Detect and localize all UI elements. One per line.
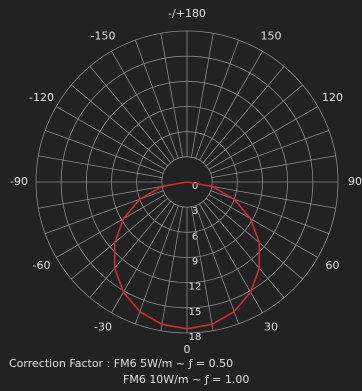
minor-spoke: [206, 197, 303, 280]
r-tick-label: 12: [189, 282, 202, 293]
theta-tick-label: 30: [264, 320, 278, 333]
r-tick-label: 18: [189, 332, 202, 343]
minor-spoke: [210, 129, 330, 174]
minor-spoke: [190, 33, 214, 158]
minor-spoke: [71, 197, 168, 280]
footer-line: FM6 10W/m ~ ƒ = 1.00: [123, 373, 249, 386]
theta-tick-label: -60: [33, 259, 51, 272]
theta-tick-label: -30: [94, 320, 112, 333]
minor-spoke: [89, 201, 172, 298]
minor-spoke: [190, 206, 214, 331]
minor-spoke: [211, 185, 336, 209]
minor-spoke: [195, 205, 240, 325]
spoke: [208, 106, 318, 170]
minor-spoke: [38, 155, 163, 179]
spoke: [199, 203, 263, 313]
pattern-line: [113, 181, 261, 330]
theta-tick-label: 120: [322, 91, 343, 104]
minor-spoke: [202, 66, 285, 163]
minor-spoke: [71, 84, 168, 167]
theta-tick-label: 60: [325, 259, 339, 272]
theta-tick-label: 150: [261, 30, 282, 43]
minor-spoke: [89, 66, 172, 163]
spoke: [111, 51, 175, 161]
theta-tick-label: -120: [29, 91, 54, 104]
minor-spoke: [206, 84, 303, 167]
r-tick-label: 6: [192, 231, 198, 242]
r-tick-label: 0: [192, 181, 198, 192]
minor-spoke: [134, 205, 179, 325]
spoke: [111, 203, 175, 313]
footer-line: Correction Factor : FM6 5W/m ~ ƒ = 0.50: [9, 357, 233, 370]
theta-tick-label: -90: [10, 175, 28, 188]
minor-spoke: [211, 155, 336, 179]
minor-spoke: [202, 201, 285, 298]
minor-spoke: [44, 129, 164, 174]
theta-tick-label: 0: [184, 343, 191, 356]
minor-spoke: [38, 185, 163, 209]
theta-tick-label: 90: [348, 175, 362, 188]
theta-tick-label: -150: [91, 30, 116, 43]
r-tick-label: 3: [192, 206, 198, 217]
minor-spoke: [160, 33, 184, 158]
minor-spoke: [195, 39, 240, 159]
theta-tick-label: -/+180: [168, 7, 206, 20]
minor-spoke: [134, 39, 179, 159]
r-tick-label: 15: [189, 307, 202, 318]
spoke: [199, 51, 263, 161]
minor-spoke: [160, 206, 184, 331]
spoke: [208, 194, 318, 258]
spoke: [56, 194, 166, 258]
spoke: [56, 106, 166, 170]
r-tick-label: 9: [192, 257, 198, 268]
